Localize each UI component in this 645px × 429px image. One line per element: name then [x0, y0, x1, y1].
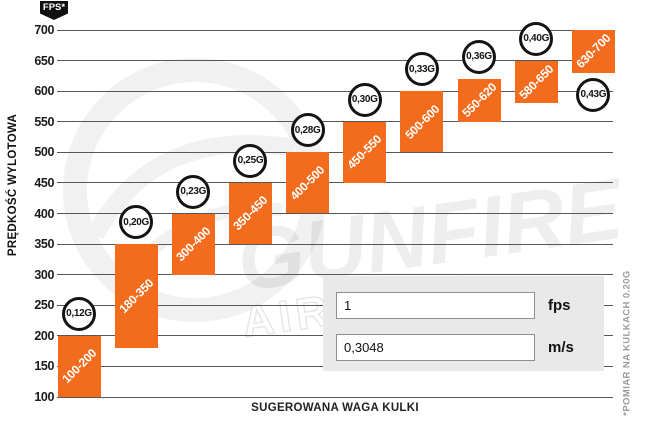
gridline-300: [57, 274, 613, 276]
bar-0,12G: 100-200: [57, 335, 101, 397]
bar-0,40G: 580-650: [514, 60, 558, 104]
fps-unit-badge: FPS*: [40, 1, 68, 20]
gridline-100: [57, 396, 613, 398]
bar-0,28G: 400-500: [286, 152, 330, 214]
gridline-550: [57, 121, 613, 123]
gridline-650: [57, 60, 613, 62]
gridline-500: [57, 151, 613, 153]
ms-unit-label: m/s: [548, 339, 574, 356]
y-tick-label-300: 300: [34, 267, 54, 282]
y-tick-label-350: 350: [34, 237, 54, 252]
y-tick-label-700: 700: [34, 23, 54, 37]
gridline-700: [57, 29, 613, 31]
bar-0,33G: 500-600: [400, 91, 444, 153]
weight-badge-0,23G: 0,23G: [176, 174, 211, 209]
y-tick-label-650: 650: [34, 53, 54, 68]
weight-badge-0,25G: 0,25G: [233, 143, 268, 178]
fps-unit-label: fps: [548, 297, 571, 314]
y-tick-label-250: 250: [34, 298, 54, 313]
bar-0,43G: 630-700: [571, 30, 615, 73]
y-tick-label-200: 200: [34, 328, 54, 343]
weight-badge-0,40G: 0,40G: [519, 21, 554, 56]
bar-0,30G: 450-550: [343, 121, 387, 183]
bar-0,23G: 300-400: [171, 213, 215, 275]
weight-badge-0,43G: 0,43G: [576, 77, 611, 112]
weight-badge-0,30G: 0,30G: [347, 82, 382, 117]
weight-badge-0,20G: 0,20G: [119, 205, 154, 240]
weight-badge-0,36G: 0,36G: [462, 39, 497, 74]
y-tick-label-150: 150: [34, 359, 54, 374]
weight-badge-0,33G: 0,33G: [404, 52, 439, 87]
y-tick-label-550: 550: [34, 114, 54, 129]
gridline-450: [57, 182, 613, 184]
gridline-400: [57, 213, 613, 214]
ms-input[interactable]: [336, 334, 535, 361]
bar-0,36G: 550-620: [457, 78, 501, 122]
fps-input[interactable]: [336, 292, 535, 319]
gridline-350: [57, 243, 613, 245]
y-tick-label-100: 100: [34, 390, 54, 404]
gridline-600: [57, 90, 613, 92]
y-tick-label-600: 600: [34, 84, 54, 99]
weight-badge-0,28G: 0,28G: [290, 113, 325, 148]
bar-0,25G: 350-450: [228, 182, 272, 245]
y-tick-label-450: 450: [34, 175, 54, 190]
fps-ms-converter: fps m/s: [323, 276, 604, 371]
x-axis-title: SUGEROWANA WAGA KULKI: [251, 402, 419, 414]
y-tick-label-500: 500: [34, 145, 54, 160]
weight-badge-0,12G: 0,12G: [62, 296, 96, 331]
bar-0,20G: 180-350: [114, 244, 158, 349]
y-tick-label-400: 400: [34, 206, 54, 221]
